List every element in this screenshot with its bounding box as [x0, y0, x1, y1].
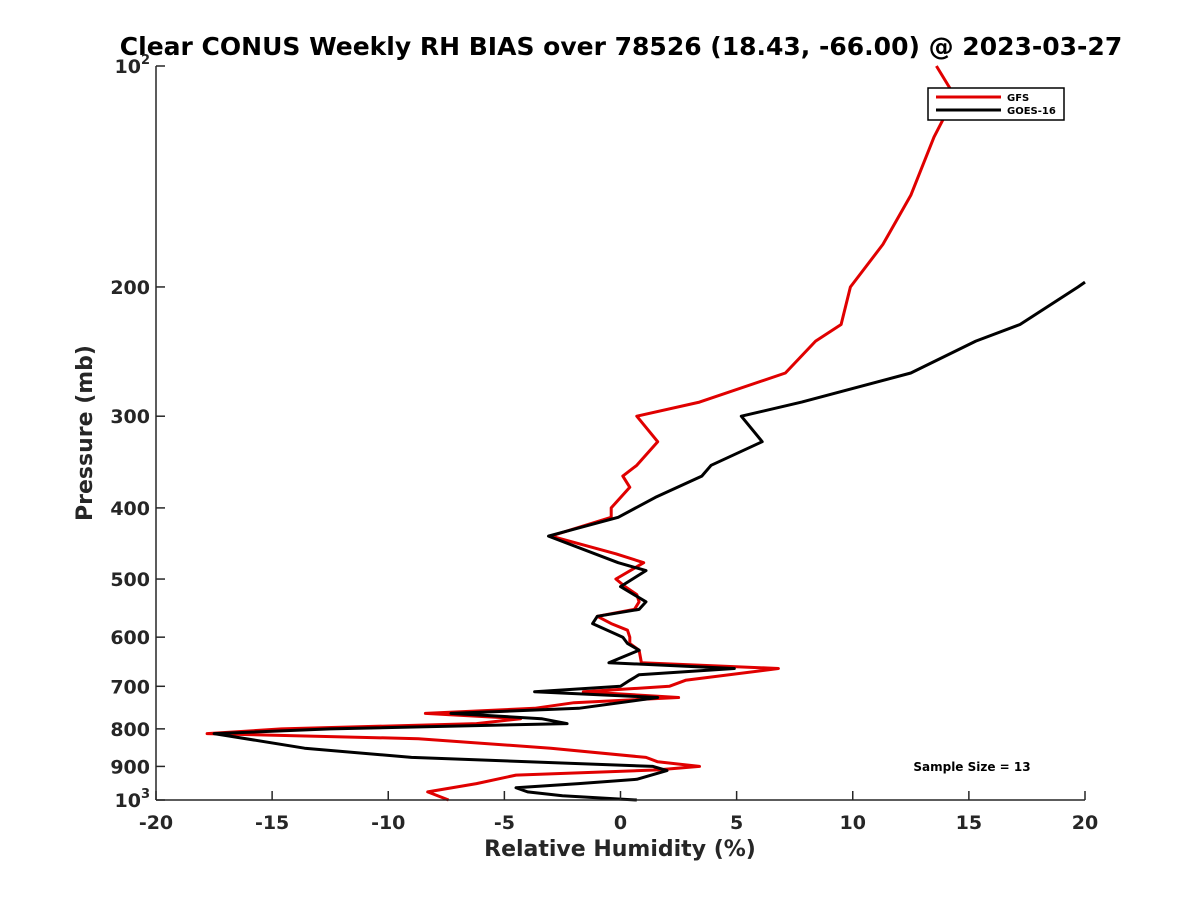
- x-tick-label: -20: [139, 812, 173, 834]
- series-line-gfs: [205, 65, 957, 802]
- axes-background: [156, 66, 1085, 800]
- y-tick-label: 200: [110, 277, 150, 299]
- y-tick-label: 103: [115, 787, 151, 812]
- chart-title: Clear CONUS Weekly RH BIAS over 78526 (1…: [120, 32, 1122, 61]
- x-tick-label: -10: [371, 812, 405, 834]
- x-tick-label: 0: [614, 812, 627, 834]
- series-layer: [205, 65, 1086, 802]
- x-tick-label: 20: [1072, 812, 1098, 834]
- series-line-goes-16: [212, 280, 1086, 802]
- x-tick-label: 10: [840, 812, 866, 834]
- legend-label-goes-16: GOES-16: [1007, 106, 1056, 117]
- y-tick-label: 102: [115, 53, 151, 78]
- y-tick-label: 500: [110, 569, 150, 591]
- plot-area: -20 -15 -10 -5 0 5 10 15 20 102 200 300 400 500 600 70…: [110, 53, 1098, 834]
- x-tick-label: 5: [730, 812, 743, 834]
- y-axis-ticks: 102 200 300 400 500 600 700 800 900 103: [110, 53, 165, 812]
- y-tick-label: 400: [110, 498, 150, 520]
- y-tick-label: 700: [110, 676, 150, 698]
- legend-box: [927, 87, 1065, 121]
- x-axis-label: Relative Humidity (%): [484, 837, 756, 862]
- x-tick-label: 15: [956, 812, 982, 834]
- x-tick-label: -15: [255, 812, 289, 834]
- y-tick-label: 800: [110, 719, 150, 741]
- x-tick-label: -5: [494, 812, 515, 834]
- legend: GFS GOES-16: [927, 87, 1065, 121]
- y-axis-label: Pressure (mb): [73, 345, 98, 521]
- legend-label-gfs: GFS: [1007, 93, 1029, 104]
- x-axis-ticks: -20 -15 -10 -5 0 5 10 15 20: [139, 791, 1098, 834]
- y-tick-label: 600: [110, 627, 150, 649]
- y-tick-label: 900: [110, 756, 150, 778]
- sample-size-annotation: Sample Size = 13: [913, 760, 1030, 774]
- y-tick-label: 300: [110, 406, 150, 428]
